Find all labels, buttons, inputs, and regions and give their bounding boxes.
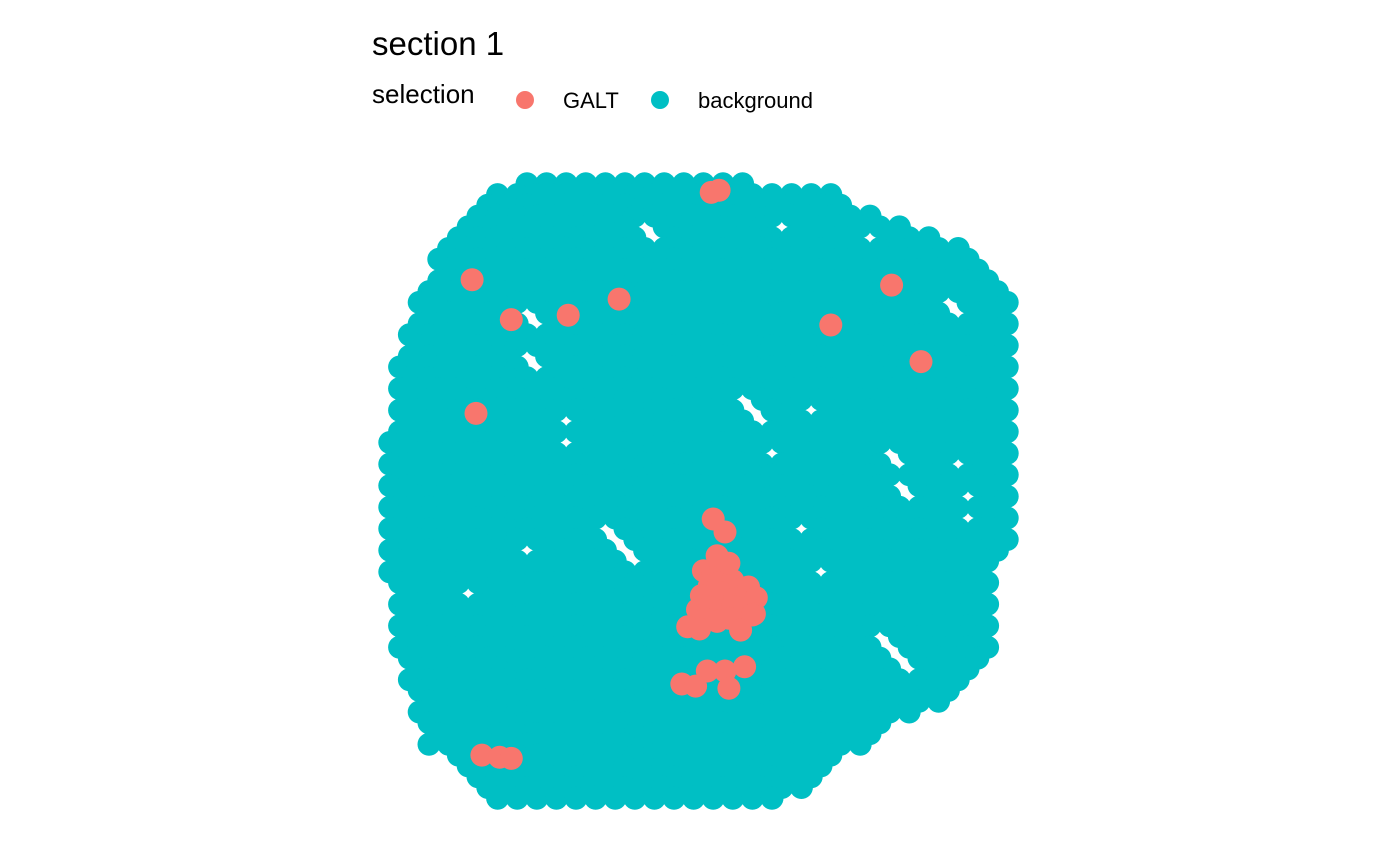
galt-point <box>717 676 741 700</box>
galt-point <box>556 303 580 327</box>
plot-panel <box>378 172 1019 810</box>
background-point <box>682 786 706 810</box>
galt-point <box>684 674 708 698</box>
background-point <box>760 786 784 810</box>
background-point <box>662 786 686 810</box>
background-point <box>525 786 549 810</box>
background-points <box>378 172 1019 810</box>
background-point <box>642 786 666 810</box>
galt-point <box>464 401 488 425</box>
background-point <box>564 786 588 810</box>
background-point <box>544 786 568 810</box>
galt-point <box>688 617 711 641</box>
galt-point <box>819 313 843 337</box>
galt-point <box>729 618 753 642</box>
background-point <box>486 786 510 810</box>
galt-point <box>713 659 737 683</box>
legend-key-galt <box>516 91 534 109</box>
background-point <box>623 786 647 810</box>
legend-label-background: background <box>698 88 813 113</box>
galt-point <box>499 746 523 770</box>
galt-point <box>499 308 523 332</box>
galt-points <box>460 178 933 770</box>
background-point <box>897 700 921 724</box>
galt-point <box>909 350 933 374</box>
background-point <box>789 776 813 799</box>
chart-title: section 1 <box>372 25 504 62</box>
background-point <box>701 786 725 810</box>
background-point <box>848 732 872 756</box>
legend: selection GALT background <box>372 79 813 113</box>
background-point <box>740 786 764 810</box>
background-point <box>584 786 608 810</box>
legend-key-background <box>651 91 669 109</box>
galt-point <box>733 655 757 679</box>
background-point <box>927 689 951 713</box>
background-point <box>603 786 627 810</box>
galt-point <box>607 287 631 311</box>
background-point <box>505 786 529 810</box>
legend-label-galt: GALT <box>563 88 619 113</box>
galt-point <box>460 268 484 292</box>
background-point <box>417 732 441 756</box>
galt-point <box>707 178 731 202</box>
legend-title: selection <box>372 79 475 109</box>
galt-point <box>701 507 725 531</box>
galt-point <box>880 273 904 297</box>
galt-point <box>717 551 741 575</box>
galt-point <box>470 743 494 767</box>
background-point <box>721 786 745 810</box>
